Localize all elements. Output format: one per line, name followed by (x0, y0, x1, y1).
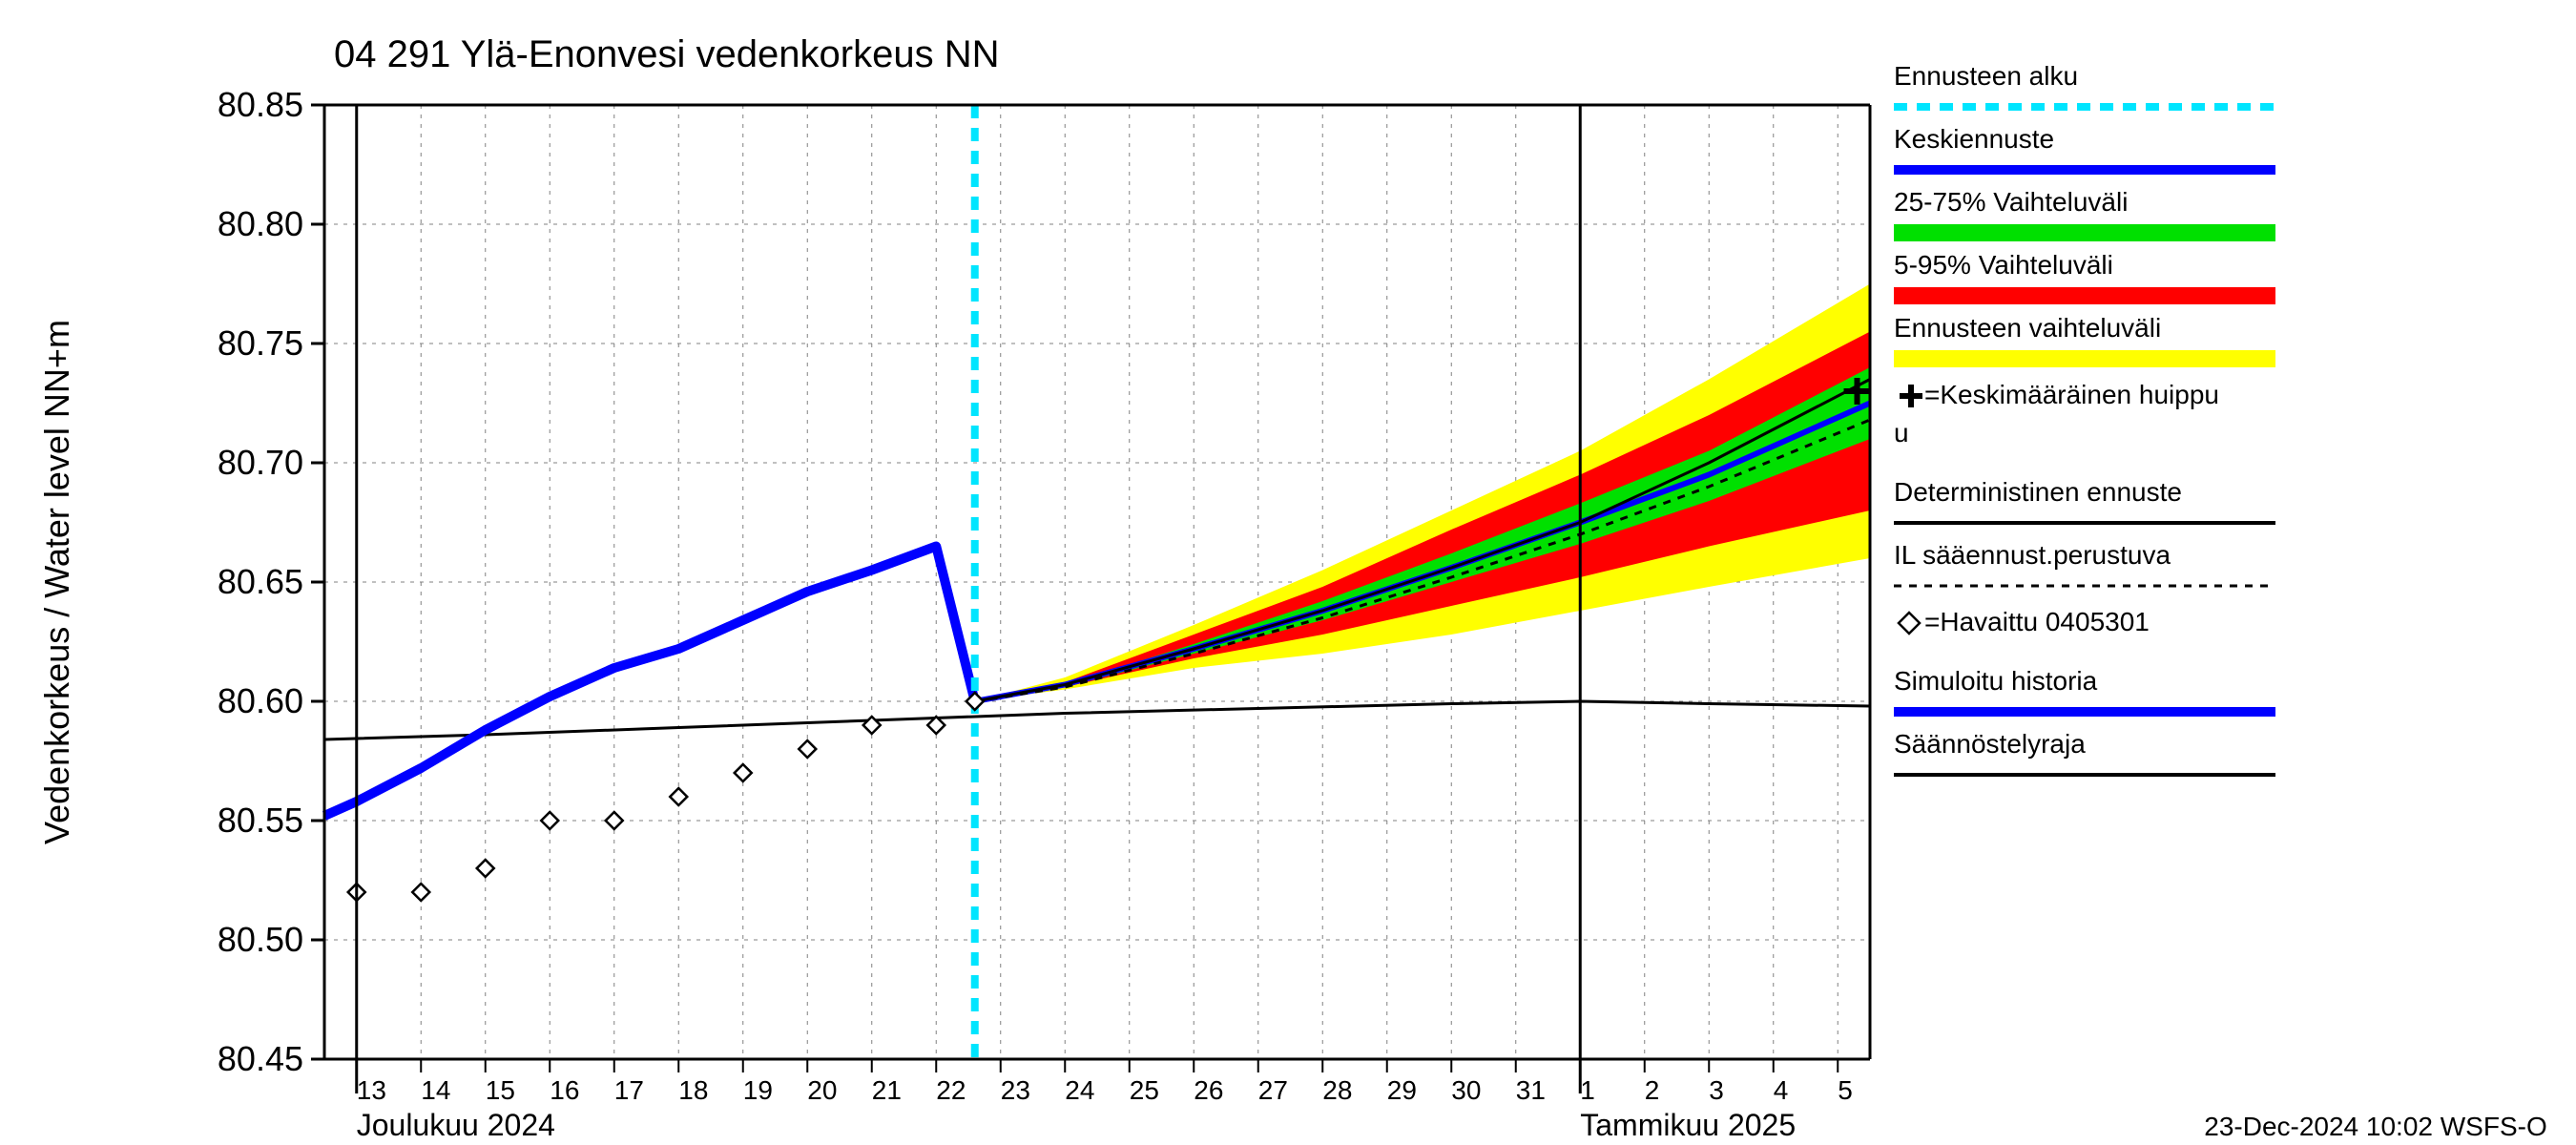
xtick-label: 14 (421, 1075, 450, 1105)
legend-label: u (1894, 418, 1909, 448)
xtick-label: 2 (1645, 1075, 1660, 1105)
xtick-label: 20 (807, 1075, 837, 1105)
xtick-label: 18 (678, 1075, 708, 1105)
chart-svg: 80.45 80.50 80.55 80.60 80.65 80.70 80.75 80.80… (0, 0, 2576, 1145)
legend-label: 25-75% Vaihteluväli (1894, 187, 2128, 217)
xtick-label: 28 (1322, 1075, 1352, 1105)
ytick-label: 80.70 (218, 443, 303, 482)
xtick-label: 4 (1774, 1075, 1789, 1105)
legend-label: Ennusteen alku (1894, 61, 2078, 91)
xtick-label: 15 (486, 1075, 515, 1105)
month-label-fi: Joulukuu 2024 (357, 1108, 555, 1142)
ytick-label: 80.45 (218, 1039, 303, 1078)
ytick-label: 80.65 (218, 562, 303, 601)
xtick-label: 17 (614, 1075, 644, 1105)
xtick-label: 5 (1838, 1075, 1853, 1105)
ytick-label: 80.85 (218, 85, 303, 124)
xtick-label: 27 (1258, 1075, 1288, 1105)
xtick-label: 24 (1065, 1075, 1094, 1105)
legend-label: IL sääennust.perustuva (1894, 540, 2171, 570)
legend-label: Deterministinen ennuste (1894, 477, 2182, 507)
xtick-label: 3 (1709, 1075, 1724, 1105)
xtick-label: 25 (1130, 1075, 1159, 1105)
legend-label: 5-95% Vaihteluväli (1894, 250, 2113, 280)
ytick-label: 80.55 (218, 801, 303, 840)
xtick-label: 16 (550, 1075, 579, 1105)
ytick-label: 80.50 (218, 920, 303, 959)
ytick-label: 80.60 (218, 681, 303, 720)
legend-label: =Keskimääräinen huippu (1924, 380, 2219, 409)
chart-container: 80.45 80.50 80.55 80.60 80.65 80.70 80.75 80.80… (0, 0, 2576, 1145)
xtick-label: 13 (357, 1075, 386, 1105)
ytick-label: 80.80 (218, 204, 303, 243)
xtick-label: 31 (1516, 1075, 1546, 1105)
xtick-label: 22 (936, 1075, 966, 1105)
xtick-label: 26 (1194, 1075, 1223, 1105)
xtick-label: 30 (1451, 1075, 1481, 1105)
legend-label: Säännöstelyraja (1894, 729, 2086, 759)
xtick-label: 23 (1001, 1075, 1030, 1105)
xtick-label: 19 (743, 1075, 773, 1105)
ytick-label: 80.75 (218, 323, 303, 363)
month-label-fi: Tammikuu 2025 (1580, 1108, 1796, 1142)
legend-label: Simuloitu historia (1894, 666, 2098, 696)
footer-timestamp: 23-Dec-2024 10:02 WSFS-O (2204, 1112, 2547, 1141)
y-axis-label: Vedenkorkeus / Water level NN+m (37, 320, 76, 844)
xtick-label: 1 (1580, 1075, 1595, 1105)
legend-label: Keskiennuste (1894, 124, 2054, 154)
xtick-label: 21 (872, 1075, 902, 1105)
chart-title: 04 291 Ylä-Enonvesi vedenkorkeus NN (334, 33, 999, 75)
xtick-label: 29 (1387, 1075, 1417, 1105)
legend-label: Ennusteen vaihteluväli (1894, 313, 2161, 343)
legend-label: =Havaittu 0405301 (1924, 607, 2150, 636)
